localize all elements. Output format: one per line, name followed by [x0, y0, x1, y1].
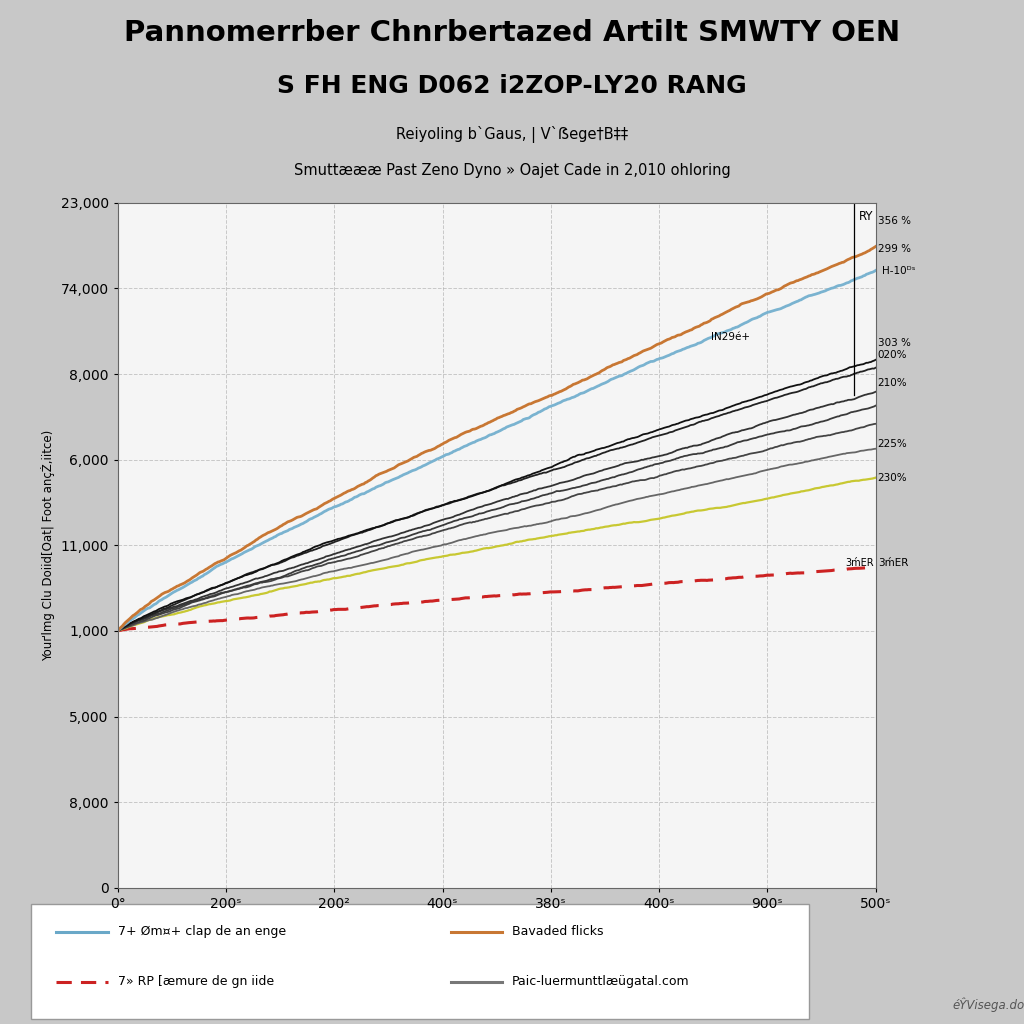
- Text: Pannomerrber Chnrbertazed Artilt SMWTY OEN: Pannomerrber Chnrbertazed Artilt SMWTY O…: [124, 19, 900, 47]
- Text: 3ḿER: 3ḿER: [878, 558, 908, 568]
- Text: Reiyoling b`Gaus, | V`ẞege†B‡‡: Reiyoling b`Gaus, | V`ẞege†B‡‡: [396, 126, 628, 143]
- Text: Bavaded flicks: Bavaded flicks: [512, 926, 603, 938]
- Text: 230%: 230%: [878, 473, 907, 482]
- Text: 3ḿER: 3ḿER: [845, 558, 873, 567]
- Text: 7» RP [æmure de gn iide: 7» RP [æmure de gn iide: [118, 975, 273, 988]
- Text: éŶVisega.dom: éŶVisega.dom: [952, 997, 1024, 1012]
- Text: 299 %: 299 %: [878, 244, 910, 254]
- Y-axis label: Youґlmg Clu Doiid[Oat| Foot ançŻ,iitce): Youґlmg Clu Doiid[Oat| Foot ançŻ,iitce): [41, 430, 55, 660]
- Text: 7+ Øm¤+ clap de an enge: 7+ Øm¤+ clap de an enge: [118, 926, 286, 938]
- Text: RY: RY: [859, 210, 873, 222]
- Text: S FH ENG D062 i2ZOP-LY20 RANG: S FH ENG D062 i2ZOP-LY20 RANG: [278, 74, 746, 98]
- FancyBboxPatch shape: [31, 903, 809, 1019]
- Text: 020%: 020%: [878, 350, 907, 359]
- Text: 225%: 225%: [878, 439, 907, 450]
- Text: Smuttæææ Past Zeno Dyno » Oajet Cade in 2,010 ohloring: Smuttæææ Past Zeno Dyno » Oajet Cade in …: [294, 164, 730, 178]
- Text: 356 %: 356 %: [878, 216, 910, 226]
- Text: 210%: 210%: [878, 378, 907, 388]
- Text: Paic-luermunttlæügatal.com: Paic-luermunttlæügatal.com: [512, 975, 689, 988]
- Text: 303 %: 303 %: [878, 338, 910, 348]
- Text: lN29é+: lN29é+: [711, 332, 750, 342]
- Text: H-10ᴰˢ: H-10ᴰˢ: [882, 265, 915, 275]
